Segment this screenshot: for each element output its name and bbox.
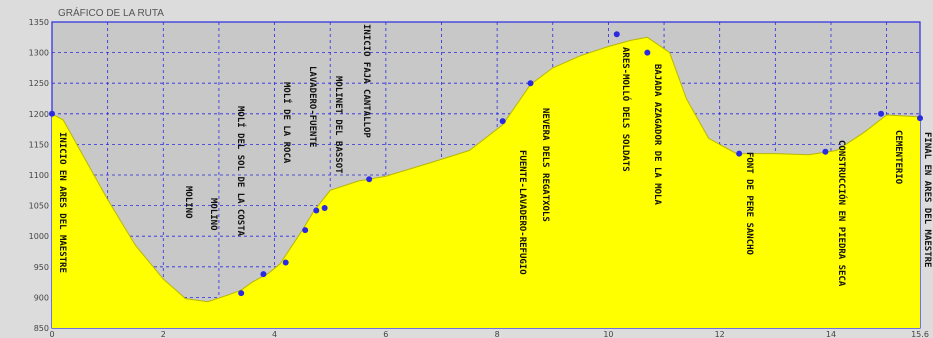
y-tick-label: 1100 — [29, 171, 49, 180]
y-tick-label: 1250 — [29, 79, 49, 88]
y-tick-label: 1050 — [29, 202, 49, 211]
waypoint-label: BAJADA AZAGADOR DE LA MOLA — [652, 64, 662, 205]
waypoint-marker — [49, 110, 55, 117]
waypoints — [49, 31, 923, 297]
x-tick-label: 2 — [161, 330, 166, 338]
waypoint-label: ARES-MOLLÓ DELS SOLDATS — [620, 47, 632, 172]
y-tick-label: 900 — [34, 293, 49, 302]
waypoint-marker — [302, 227, 309, 234]
waypoint-marker — [260, 271, 267, 278]
waypoint-marker — [321, 205, 328, 212]
x-tick-label: 0 — [49, 330, 54, 338]
y-tick-label: 1350 — [29, 18, 49, 27]
y-axis: 850 900 950 1000 1050 1100 1150 1200 1250 1300 135… — [29, 18, 49, 333]
chart-title: GRÁFICO DE LA RUTA — [58, 6, 164, 19]
y-tick-label: 950 — [34, 263, 49, 272]
y-tick-label: 1200 — [29, 110, 49, 119]
waypoint-labels: INICIO EN ARES DEL MAESTRE MOLINO MOLINO MO… — [57, 24, 932, 287]
waypoint-label: INICIO EN ARES DEL MAESTRE — [57, 132, 67, 273]
x-tick-label: 8 — [495, 330, 500, 338]
waypoint-label: MOLINO — [183, 186, 193, 219]
x-axis: 0 2 4 6 8 10 12 14 15.6 — [49, 330, 928, 338]
waypoint-marker — [822, 148, 829, 155]
waypoint-label: FINAL EN ARES DEL MAESTRE — [922, 132, 932, 267]
waypoint-label: CEMENTERIO — [893, 130, 903, 185]
waypoint-marker — [878, 110, 885, 117]
x-tick-label: 15.6 — [911, 330, 929, 338]
waypoint-marker — [917, 115, 923, 122]
y-tick-label: 1300 — [29, 49, 49, 58]
waypoint-label: LAVADERO-FUENTE — [307, 66, 317, 147]
waypoint-label: MOLÍ DE LA ROCA — [281, 82, 293, 164]
waypoint-label: CONSTRUCCIÓN EN PIEDRA SECA — [836, 140, 848, 287]
waypoint-label: MOLINO — [208, 198, 218, 231]
x-tick-label: 6 — [383, 330, 388, 338]
waypoint-marker — [527, 80, 534, 87]
elevation-fill — [52, 37, 920, 329]
waypoint-marker — [313, 207, 320, 214]
y-tick-label: 1150 — [29, 140, 49, 149]
x-tick-label: 12 — [715, 330, 725, 338]
waypoint-marker — [736, 150, 743, 157]
waypoint-marker — [613, 31, 620, 38]
waypoint-marker — [238, 290, 245, 297]
x-tick-label: 14 — [826, 330, 836, 338]
x-tick-label: 4 — [272, 330, 277, 338]
waypoint-label: MOLÍ DEL SOL DE LA COSTA — [235, 106, 247, 237]
waypoint-marker — [499, 118, 506, 125]
waypoint-marker — [366, 176, 373, 183]
y-tick-label: 1000 — [29, 232, 49, 241]
waypoint-marker — [644, 49, 651, 56]
waypoint-label: INICIO FAJA CANTALLOP — [361, 24, 371, 138]
waypoint-label: FONT DE PERE SANCHO — [744, 152, 754, 256]
waypoint-label: MOLINET DEL BASSOT — [333, 76, 343, 174]
waypoint-label: FUENTE-LAVADERO-REFUGIO — [517, 150, 527, 275]
x-tick-label: 10 — [603, 330, 613, 338]
waypoint-label: NEVERA DELS REGATXOLS — [540, 108, 550, 222]
waypoint-marker — [282, 259, 289, 266]
y-tick-label: 850 — [34, 324, 49, 333]
